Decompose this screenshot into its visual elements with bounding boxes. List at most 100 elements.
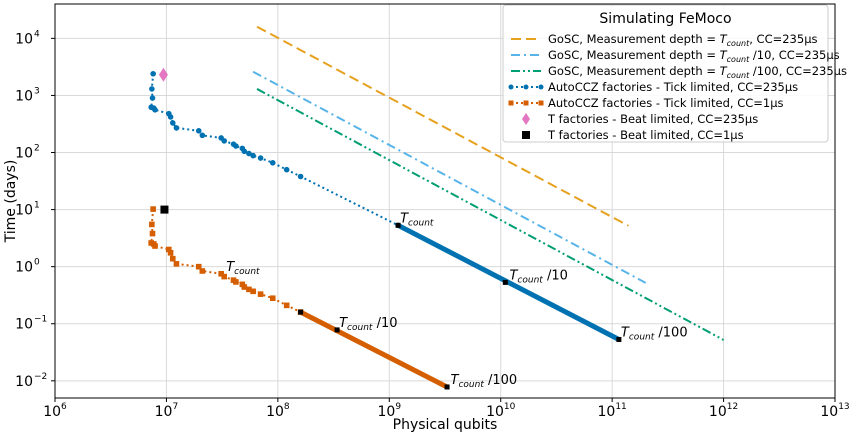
x-tick-base: 10 [709, 404, 727, 420]
legend-item: T factories - Beat limited, CC=235µs [522, 112, 758, 126]
y-tick-label: 10 [15, 317, 33, 333]
y-tick-label: 10 [15, 374, 33, 390]
legend-title: Simulating FeMoco [599, 11, 731, 27]
y-tick-base: 10 [15, 88, 33, 104]
annotation-subscript: count [234, 267, 260, 277]
series-4 [148, 206, 450, 390]
data-point [152, 243, 158, 249]
annotation-main: T [451, 373, 460, 388]
y-tick-base: 10 [15, 146, 33, 162]
x-tick-label: 108 [266, 402, 290, 420]
x-tick-exponent: 9 [395, 402, 401, 412]
x-tick-exponent: 6 [61, 402, 67, 412]
x-tick-base: 10 [155, 404, 173, 420]
data-point [250, 288, 256, 295]
x-tick-exponent: 8 [284, 402, 290, 412]
x-tick-label: 1010 [486, 402, 516, 420]
legend-label-subscript: count [727, 71, 750, 80]
data-point [173, 125, 180, 131]
tcount-annotation: Tcount /100 [451, 373, 518, 390]
legend-label-text: AutoCCZ factories - Tick limited, CC=235… [548, 80, 798, 94]
data-point [169, 120, 176, 126]
data-point [160, 205, 169, 214]
legend-label-text: T factories - Beat limited, CC=1µs [547, 128, 744, 142]
data-point [173, 261, 180, 267]
series-line [256, 25, 629, 227]
legend-marker [523, 84, 529, 90]
legend-label: GoSC, Measurement depth = Tcount, CC=235… [548, 32, 818, 48]
data-point [152, 107, 158, 113]
legend-item: GoSC, Measurement depth = Tcount, CC=235… [511, 32, 818, 48]
y-tick-exponent: −2 [34, 372, 47, 382]
annotation-subscript: count [458, 380, 484, 390]
tcount-point [395, 222, 401, 228]
y-tick-exponent: 4 [34, 29, 40, 39]
annotation-subscript: count [629, 332, 655, 342]
annotation-subscript: count [408, 218, 434, 228]
x-tick-label: 106 [43, 402, 67, 420]
series-5 [158, 67, 168, 82]
annotation-suffix: /100 [484, 373, 517, 388]
tcount-point [502, 279, 508, 285]
annotation-main: T [226, 260, 235, 275]
legend-box [502, 4, 829, 143]
x-tick-exponent: 11 [615, 402, 626, 412]
data-point [241, 284, 248, 290]
y-tick-exponent: −1 [34, 315, 47, 325]
data-point [149, 230, 156, 237]
y-tick-base: 10 [15, 374, 33, 390]
data-point [150, 70, 156, 77]
data-point [257, 155, 264, 161]
legend-marker [523, 100, 529, 106]
tcount-point [334, 327, 340, 333]
data-point [169, 255, 176, 262]
legend-label: T factories - Beat limited, CC=235µs [547, 112, 758, 126]
legend-label-suffix: , CC=235µs [749, 32, 817, 46]
legend-label: GoSC, Measurement depth = Tcount /100, C… [548, 64, 847, 80]
legend-label-suffix: /100, CC=235µs [749, 64, 847, 78]
tcount-annotation: Tcount /100 [621, 325, 688, 342]
series-line-thick [299, 309, 449, 390]
legend-label-subscript: count [727, 39, 750, 48]
legend-item: AutoCCZ factories - Tick limited, CC=235… [508, 80, 798, 94]
legend-marker [538, 100, 544, 106]
data-point [195, 128, 202, 134]
data-point [167, 249, 174, 256]
y-tick-base: 10 [15, 317, 33, 333]
data-point [246, 150, 252, 157]
legend-label: T factories - Beat limited, CC=1µs [547, 128, 744, 142]
data-point [149, 86, 155, 92]
x-tick-exponent: 13 [838, 402, 849, 412]
data-point [158, 67, 168, 82]
y-axis-label: Time (days) [3, 160, 19, 244]
data-point [149, 221, 155, 228]
x-tick-base: 10 [378, 404, 396, 420]
tcount-point [616, 336, 622, 342]
legend-marker [508, 84, 514, 90]
data-point [167, 114, 174, 120]
legend-label-text: AutoCCZ factories - Tick limited, CC=1µs [548, 96, 784, 110]
data-point [149, 95, 156, 101]
legend-marker [522, 131, 530, 139]
series-2 [256, 88, 725, 341]
data-point [150, 206, 156, 212]
tcount-point [444, 384, 450, 390]
legend-items: GoSC, Measurement depth = Tcount, CC=235… [508, 32, 847, 142]
x-tick-base: 10 [598, 404, 616, 420]
data-point [165, 246, 172, 253]
legend-label: AutoCCZ factories - Tick limited, CC=235… [548, 80, 798, 94]
series-3 [148, 70, 622, 342]
legend-label: GoSC, Measurement depth = Tcount /10, CC… [548, 48, 840, 64]
legend-item: GoSC, Measurement depth = Tcount /10, CC… [511, 48, 840, 64]
y-tick-base: 10 [15, 260, 33, 276]
x-tick-label: 1012 [709, 402, 738, 420]
legend-label-italic: T [720, 64, 728, 78]
legend-label-italic: T [720, 48, 728, 62]
y-tick-exponent: 2 [34, 144, 40, 154]
legend-label-suffix: /10, CC=235µs [749, 48, 839, 62]
y-tick-label: 10 [15, 203, 33, 219]
tcount-annotation: Tcount /10 [339, 316, 397, 333]
